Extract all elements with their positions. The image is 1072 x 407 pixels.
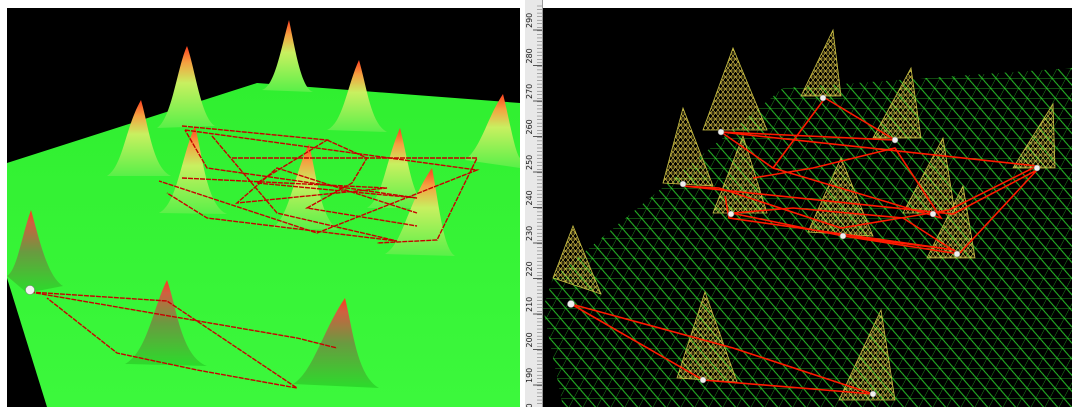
node[interactable] <box>839 232 847 240</box>
peak <box>7 210 63 293</box>
peak <box>926 184 976 259</box>
ruler-tick-label: 200 <box>525 332 534 347</box>
peak <box>838 308 896 401</box>
peak <box>800 28 842 97</box>
vertical-ruler[interactable]: 180 190 200 210 220 230 240 250 260 270 280 290 <box>525 0 543 407</box>
peak <box>262 20 313 92</box>
peak <box>327 60 387 132</box>
path-nodes <box>567 94 1041 398</box>
wireframe-peaks <box>552 28 1056 401</box>
node[interactable] <box>953 250 961 258</box>
shaded-surface-canvas[interactable] <box>7 8 520 407</box>
peak <box>662 106 714 187</box>
peak <box>159 126 227 214</box>
ruler-tick-label: 220 <box>525 261 534 276</box>
node[interactable] <box>1033 164 1041 172</box>
node[interactable] <box>891 136 899 144</box>
node[interactable] <box>819 94 827 102</box>
wireframe-plane <box>543 68 1072 407</box>
ruler-tick-label: 270 <box>525 84 534 99</box>
ruler-tick-label: 210 <box>525 297 534 312</box>
peak <box>107 100 171 176</box>
node[interactable] <box>717 128 725 136</box>
peak <box>125 280 207 366</box>
peak <box>552 224 602 295</box>
peak <box>293 298 379 388</box>
path-network <box>29 125 480 389</box>
node[interactable] <box>869 390 877 398</box>
ruler-tick-label: 250 <box>525 155 534 170</box>
ruler-tick-label: 230 <box>525 226 534 241</box>
ruler-tick-label: 190 <box>525 368 534 383</box>
ruler-tick-label: 180 <box>525 403 534 407</box>
peak <box>157 46 215 128</box>
start-node[interactable] <box>25 285 35 295</box>
node[interactable] <box>929 210 937 218</box>
ruler-tick-label: 280 <box>525 48 534 63</box>
wireframe-surface-canvas[interactable] <box>543 8 1072 407</box>
peak <box>385 168 455 256</box>
ruler-tick-label: 240 <box>525 190 534 205</box>
wireframe-surface-view[interactable] <box>543 8 1072 407</box>
node[interactable] <box>679 180 687 188</box>
peak <box>702 46 768 131</box>
shaded-surface-view[interactable] <box>7 8 520 407</box>
ruler-tick-label: 260 <box>525 119 534 134</box>
node[interactable] <box>699 376 707 384</box>
node[interactable] <box>727 210 735 218</box>
ruler-tick-label: 290 <box>525 13 534 28</box>
peak <box>465 94 520 168</box>
node[interactable] <box>567 300 575 308</box>
